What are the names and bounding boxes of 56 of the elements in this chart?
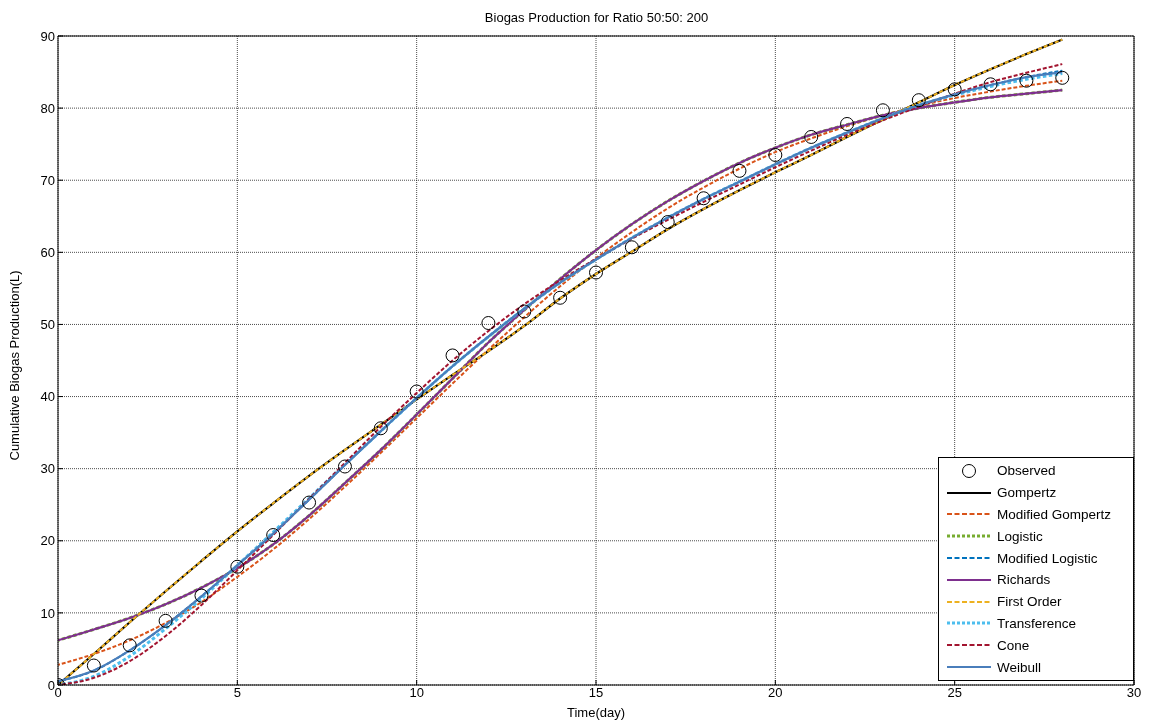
legend-label: Cone [997,637,1030,653]
legend-label: Logistic [997,528,1043,544]
point [696,191,711,206]
y-tick-label: 20 [40,533,55,549]
x-tick-label: 25 [947,685,962,701]
chart-title: Biogas Production for Ratio 50:50: 200 [483,10,710,25]
x-tick-label: 15 [588,685,604,701]
legend-label: Observed [997,463,1056,479]
legend-label: First Order [997,594,1062,610]
point [1055,70,1070,85]
legend-label: Richards [997,572,1051,588]
point [517,304,532,319]
y-axis-title: Cumulative Biogas Production(L) [6,270,22,461]
point [624,240,639,255]
point [158,613,173,628]
point [337,459,352,474]
point [373,421,388,436]
point [589,265,603,280]
legend-label: Gompertz [997,485,1057,501]
point [230,559,245,574]
point [875,103,890,118]
point [983,77,998,92]
x-tick-label: 10 [409,685,424,701]
x-tick-label: 30 [1126,685,1142,701]
point [445,348,460,363]
y-tick-label: 70 [40,172,55,188]
legend-label: Modified Logistic [997,550,1098,566]
legend-label: Weibull [997,659,1042,675]
point [804,129,819,144]
y-tick-label: 60 [40,244,55,260]
y-tick-label: 10 [40,605,55,621]
point [194,588,209,603]
point [947,82,962,97]
point [911,93,926,108]
point [481,316,496,330]
point [409,384,424,399]
point [86,658,101,673]
x-tick-label: 5 [233,685,241,701]
point [732,163,747,178]
x-tick-label: 20 [768,685,783,701]
point [660,215,675,230]
point [768,147,783,162]
point [302,495,317,510]
point [840,116,855,131]
y-tick-label: 90 [40,28,55,44]
point [266,528,281,543]
point [553,290,568,305]
y-tick-label: 50 [40,317,55,333]
point [122,638,137,653]
x-axis-title: Time(day) [566,705,626,720]
y-tick-label: 80 [40,100,55,116]
legend-label: Transference [997,615,1077,631]
legend-label: Modified Gompertz [997,506,1112,522]
y-tick-label: 40 [40,389,55,405]
point [1019,73,1034,88]
y-tick-label: 30 [40,461,55,477]
